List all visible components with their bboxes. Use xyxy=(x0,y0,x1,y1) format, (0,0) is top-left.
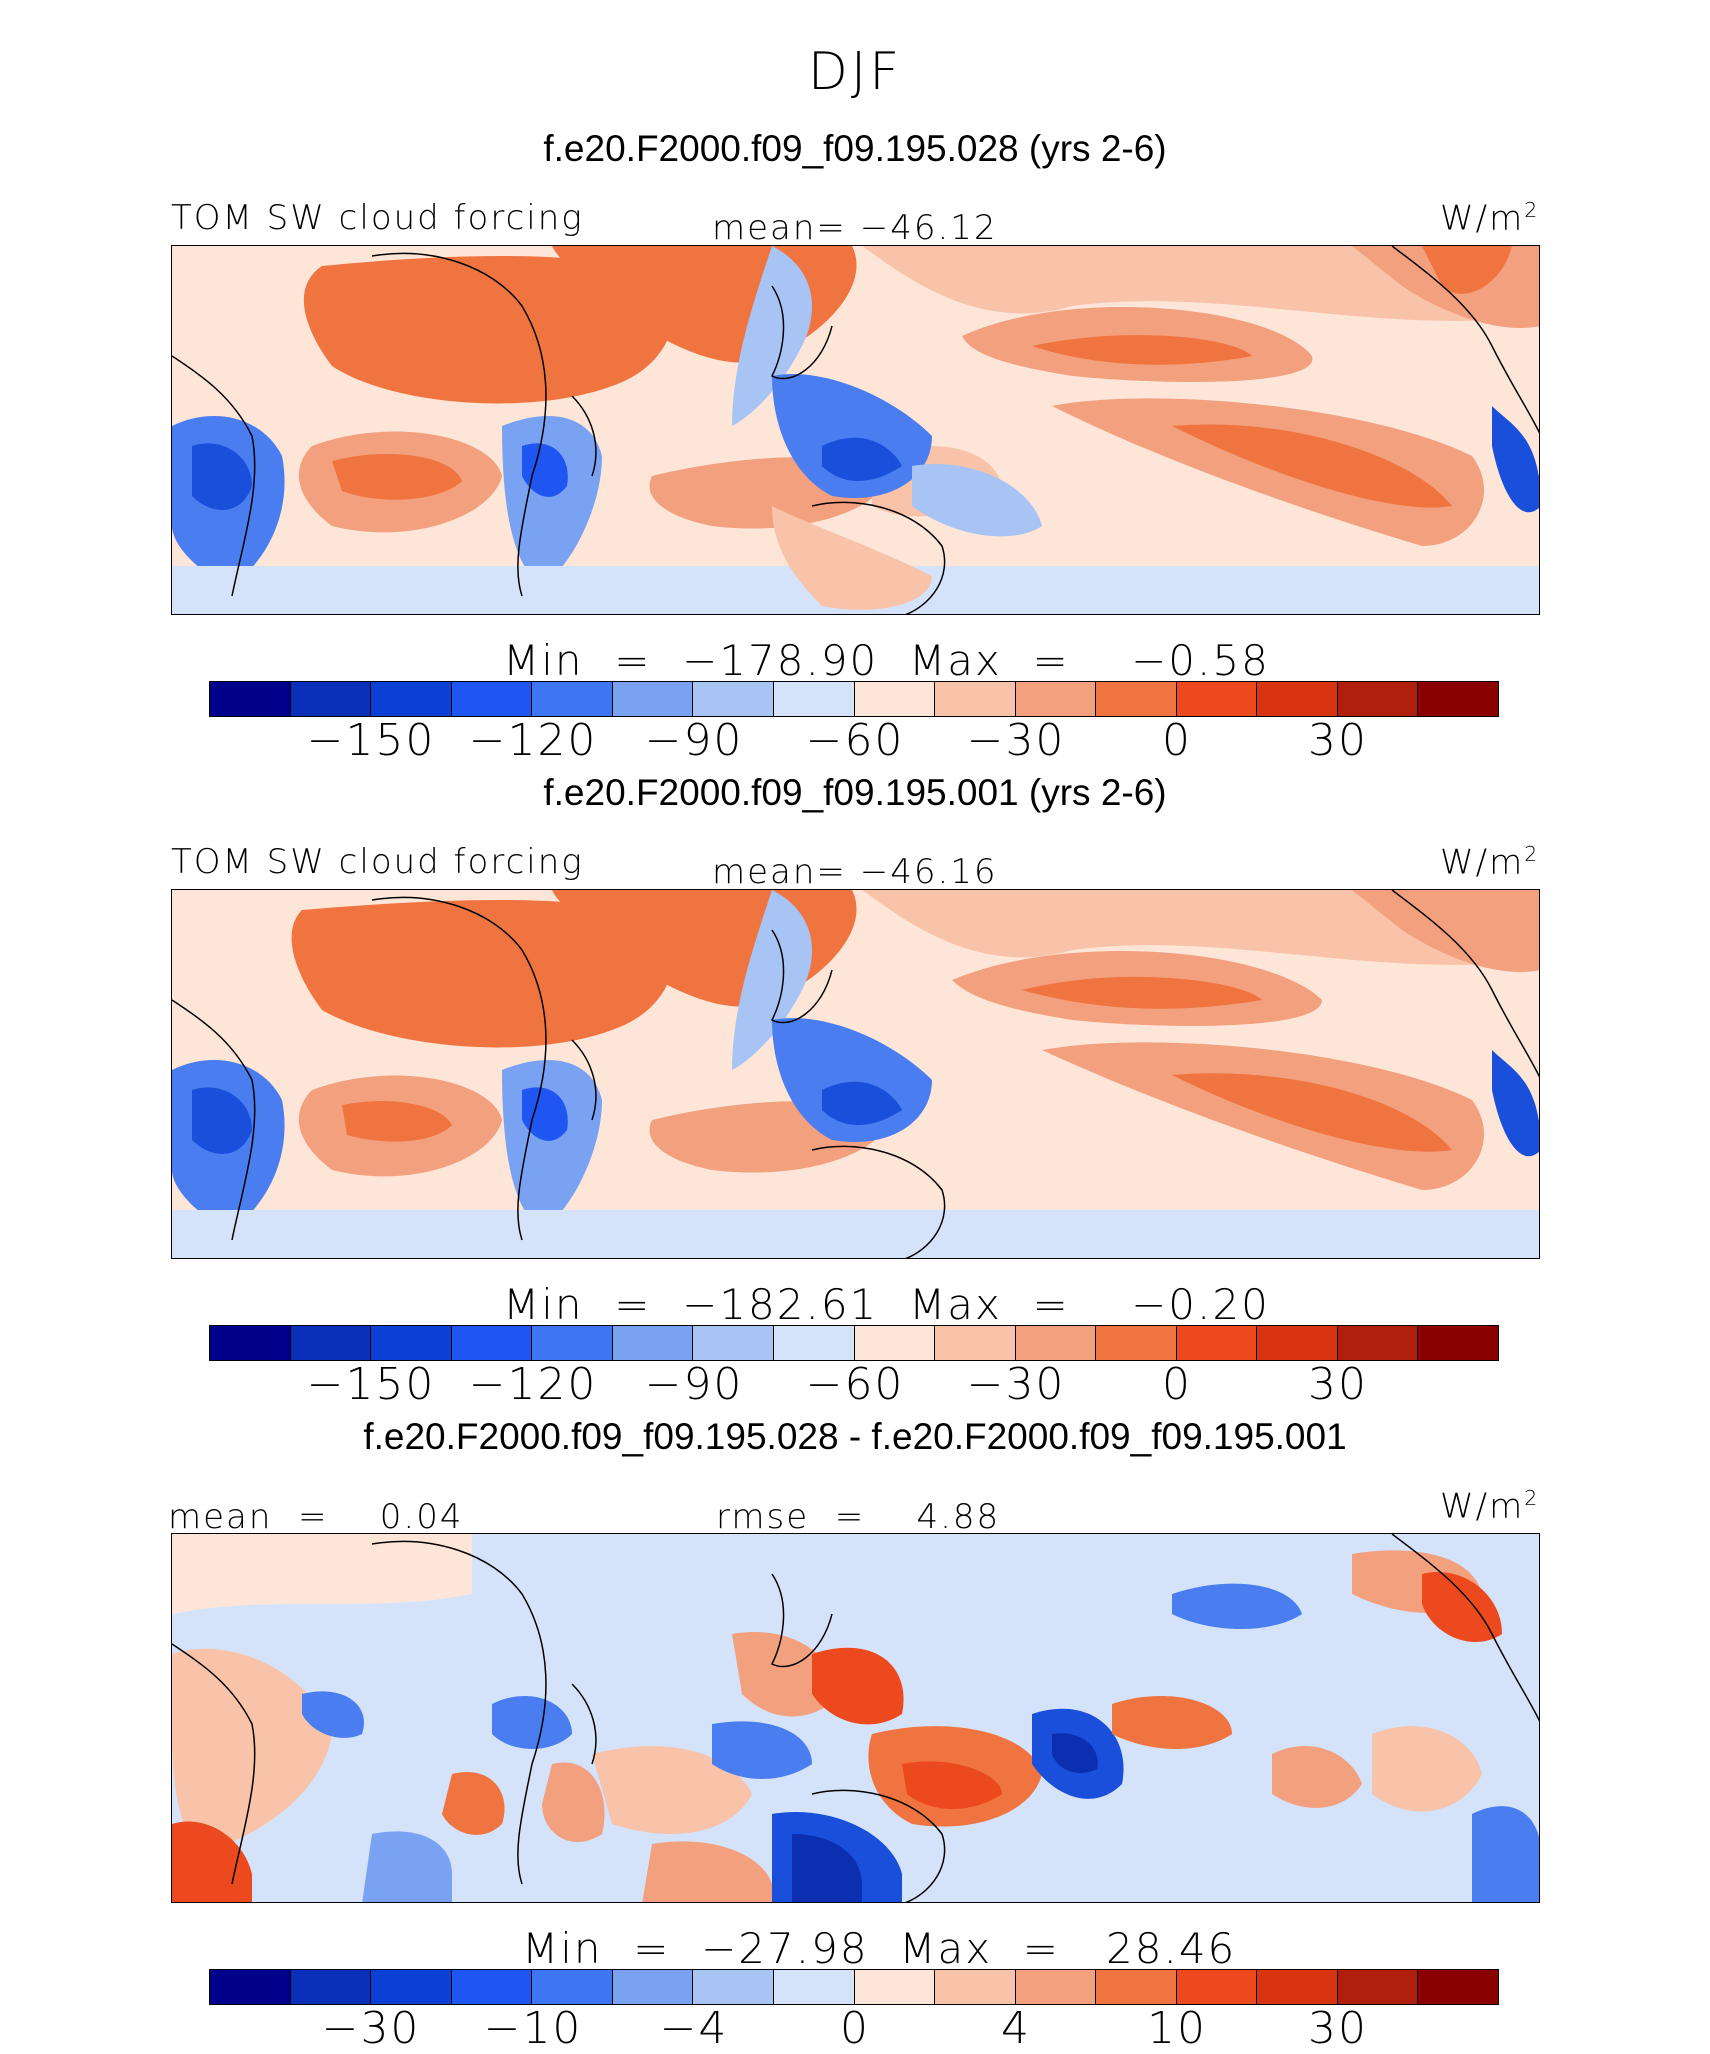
panel-1-header: f.e20.F2000.f09_f09.195.028 (yrs 2-6) xyxy=(543,128,1167,169)
panel-3-tick: −4 xyxy=(659,2003,729,2054)
colorbar-swatch xyxy=(1015,1970,1097,2004)
panel-3-tick: 0 xyxy=(840,2003,870,2054)
colorbar-swatch xyxy=(532,682,613,716)
panel-1-tick: 30 xyxy=(1308,715,1368,766)
colorbar-swatch xyxy=(773,1970,855,2004)
colorbar-swatch xyxy=(1096,1326,1177,1360)
colorbar-swatch xyxy=(1015,1326,1097,1360)
colorbar-swatch xyxy=(290,1970,372,2004)
panel-3-header: f.e20.F2000.f09_f09.195.028 - f.e20.F200… xyxy=(363,1416,1347,1457)
panel-3-map xyxy=(171,1533,1540,1903)
colorbar-swatch xyxy=(612,1970,694,2004)
panel-2-mean-label: mean= −46.16 xyxy=(712,852,998,892)
panel-2-tick: −90 xyxy=(644,1359,744,1410)
colorbar-swatch xyxy=(371,1970,452,2004)
panel-2-colorbar xyxy=(209,1325,1499,1361)
panel-2-header: f.e20.F2000.f09_f09.195.001 (yrs 2-6) xyxy=(543,772,1167,813)
panel-2-tick: −60 xyxy=(805,1359,905,1410)
panel-2-tick: −30 xyxy=(966,1359,1066,1410)
colorbar-swatch xyxy=(451,682,533,716)
panel-2-variable-label: TOM SW cloud forcing xyxy=(171,842,584,882)
season-title: DJF xyxy=(807,42,903,102)
panel-1-field xyxy=(172,246,1539,614)
colorbar-swatch xyxy=(693,1970,774,2004)
panel-3-colorbar xyxy=(209,1969,1499,2005)
panel-3-unit-label: W/m2 xyxy=(1440,1486,1540,1527)
colorbar-swatch xyxy=(693,1326,774,1360)
colorbar-swatch xyxy=(371,682,452,716)
colorbar-swatch xyxy=(1337,1326,1419,1360)
panel-3-tick: 4 xyxy=(1001,2003,1031,2054)
colorbar-swatch xyxy=(1257,1970,1338,2004)
colorbar-swatch xyxy=(1418,1970,1498,2004)
panel-2-tick: −120 xyxy=(468,1359,598,1410)
panel-2-tick: 30 xyxy=(1308,1359,1368,1410)
panel-3-field xyxy=(172,1534,1539,1902)
colorbar-swatch xyxy=(1096,1970,1177,2004)
colorbar-swatch xyxy=(773,1326,855,1360)
panel-3-minmax: Min = −27.98 Max = 28.46 xyxy=(522,1924,1237,1973)
colorbar-swatch xyxy=(451,1970,533,2004)
colorbar-swatch xyxy=(1257,1326,1338,1360)
colorbar-swatch xyxy=(290,682,372,716)
panel-3-tick: 30 xyxy=(1308,2003,1368,2054)
panel-2-tick: 0 xyxy=(1162,1359,1192,1410)
panel-2-map xyxy=(171,889,1540,1259)
colorbar-swatch xyxy=(532,1326,613,1360)
colorbar-swatch xyxy=(935,682,1016,716)
panel-1-tick: −90 xyxy=(644,715,744,766)
colorbar-swatch xyxy=(532,1970,613,2004)
colorbar-swatch xyxy=(854,1970,936,2004)
panel-3-tick: −10 xyxy=(483,2003,583,2054)
panel-2-unit-label: W/m2 xyxy=(1440,842,1540,883)
colorbar-swatch xyxy=(935,1970,1016,2004)
colorbar-swatch xyxy=(290,1326,372,1360)
panel-1-map xyxy=(171,245,1540,615)
panel-2-minmax: Min = −182.61 Max = −0.20 xyxy=(503,1280,1270,1329)
colorbar-swatch xyxy=(1096,682,1177,716)
colorbar-swatch xyxy=(935,1326,1016,1360)
colorbar-swatch xyxy=(1015,682,1097,716)
panel-1-mean-label: mean= −46.12 xyxy=(712,208,998,248)
colorbar-swatch xyxy=(854,1326,936,1360)
colorbar-swatch xyxy=(210,682,291,716)
colorbar-swatch xyxy=(854,682,936,716)
colorbar-swatch xyxy=(612,1326,694,1360)
colorbar-swatch xyxy=(1176,1326,1258,1360)
panel-1-tick: −150 xyxy=(306,715,436,766)
panel-1-tick: −120 xyxy=(468,715,598,766)
colorbar-swatch xyxy=(210,1326,291,1360)
panel-1-unit-label: W/m2 xyxy=(1440,198,1540,239)
colorbar-swatch xyxy=(1418,682,1498,716)
colorbar-swatch xyxy=(1257,682,1338,716)
colorbar-swatch xyxy=(773,682,855,716)
colorbar-swatch xyxy=(451,1326,533,1360)
colorbar-swatch xyxy=(1176,1970,1258,2004)
panel-1-tick: 0 xyxy=(1162,715,1192,766)
colorbar-swatch xyxy=(1337,1970,1419,2004)
panel-1-tick: −60 xyxy=(805,715,905,766)
colorbar-swatch xyxy=(1418,1326,1498,1360)
panel-3-mean-label: mean = 0.04 xyxy=(168,1497,464,1537)
colorbar-swatch xyxy=(1176,682,1258,716)
panel-2-tick: −150 xyxy=(306,1359,436,1410)
colorbar-swatch xyxy=(612,682,694,716)
panel-3-tick: 10 xyxy=(1147,2003,1207,2054)
panel-3-tick: −30 xyxy=(321,2003,421,2054)
colorbar-swatch xyxy=(371,1326,452,1360)
panel-2-field xyxy=(172,890,1539,1258)
panel-1-tick: −30 xyxy=(966,715,1066,766)
colorbar-swatch xyxy=(693,682,774,716)
colorbar-swatch xyxy=(1337,682,1419,716)
panel-3-rmse-label: rmse = 4.88 xyxy=(716,1497,1001,1537)
panel-1-colorbar xyxy=(209,681,1499,717)
panel-1-minmax: Min = −178.90 Max = −0.58 xyxy=(503,636,1270,685)
colorbar-swatch xyxy=(210,1970,291,2004)
panel-1-variable-label: TOM SW cloud forcing xyxy=(171,198,584,238)
